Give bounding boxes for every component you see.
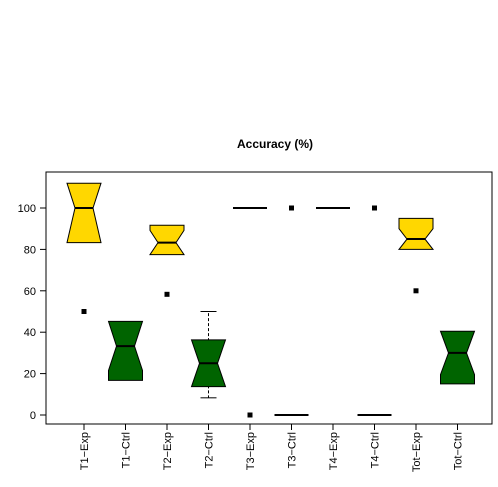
y-tick-label: 100	[18, 203, 36, 215]
outlier-point	[81, 309, 87, 314]
outlier-point	[372, 205, 377, 211]
x-axis-labels: T1−Exp T1−Ctrl T2−Exp T2−Ctrl T3−Exp T3−Ctrl T…	[79, 424, 465, 472]
box-body	[397, 217, 435, 250]
box-2	[107, 320, 144, 381]
box-body	[66, 182, 102, 244]
y-tick-label: 20	[24, 369, 36, 381]
box-4	[190, 311, 227, 399]
x-tick-label: Tot−Ctrl	[453, 432, 465, 470]
flat-box	[316, 207, 350, 209]
y-tick-label: 40	[24, 327, 36, 339]
outlier-point	[289, 205, 294, 211]
x-tick-label: T2−Ctrl	[204, 432, 216, 468]
x-tick-label: T4−Exp	[328, 432, 340, 470]
flat-box	[233, 207, 267, 209]
box-body	[107, 320, 144, 381]
x-tick-label: T1−Ctrl	[121, 432, 133, 468]
outlier-point	[413, 288, 419, 294]
outlier-point	[164, 291, 170, 297]
x-tick-label: Tot−Exp	[411, 432, 423, 472]
x-tick-label: T1−Exp	[79, 432, 91, 470]
plot-frame	[45, 171, 493, 425]
box-7	[316, 207, 350, 209]
y-tick-label: 60	[24, 286, 36, 298]
flat-box	[357, 414, 392, 416]
y-tick-label: 0	[30, 410, 36, 422]
x-tick-label: T4−Ctrl	[370, 432, 382, 468]
chart-title: Accuracy (%)	[237, 137, 313, 151]
box-10	[439, 330, 476, 385]
x-tick-label: T2−Exp	[162, 432, 174, 470]
box-1	[66, 182, 102, 314]
x-tick-label: T3−Exp	[245, 432, 257, 470]
y-axis: 0 20 40 60 80 100	[18, 203, 47, 422]
box-3	[149, 224, 185, 297]
box-6	[274, 205, 309, 416]
outlier-point	[247, 412, 253, 418]
box-body	[439, 330, 476, 385]
box-5	[233, 207, 267, 418]
box-8	[357, 205, 392, 416]
y-tick-label: 80	[24, 244, 36, 256]
x-tick-label: T3−Ctrl	[287, 432, 299, 468]
flat-box	[274, 414, 309, 416]
box-body	[149, 224, 185, 256]
box-series	[66, 182, 476, 418]
box-9	[397, 217, 435, 294]
